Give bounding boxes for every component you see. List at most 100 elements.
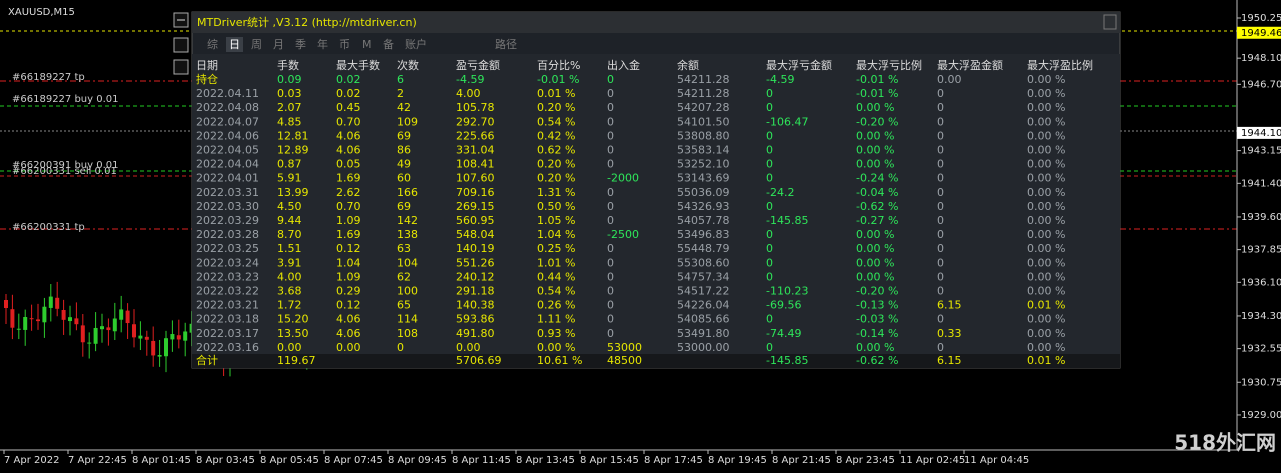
tab[interactable]: 月 [273, 38, 284, 51]
table-cell: 0 [937, 115, 944, 128]
total-cell: -0.62 % [856, 354, 898, 367]
table-cell: 65 [397, 299, 411, 312]
table-cell: 54057.78 [677, 214, 730, 227]
tab[interactable]: 周 [251, 38, 262, 51]
candle-body [176, 335, 181, 340]
table-cell: 13.99 [277, 186, 309, 199]
total-cell: 119.67 [277, 354, 316, 367]
table-cell: 0.00 % [856, 341, 894, 354]
table-cell: 54101.50 [677, 115, 730, 128]
close-button[interactable] [1103, 14, 1117, 30]
total-cell: 10.61 % [537, 354, 582, 367]
table-cell: 42 [397, 101, 411, 114]
table-cell: 54226.04 [677, 299, 730, 312]
candle-body [144, 336, 149, 340]
table-cell: 0 [607, 186, 614, 199]
order-label: #66200391 buy 0.01 [12, 160, 119, 171]
table-cell: 0.05 [336, 158, 361, 171]
table-cell: 0 [937, 341, 944, 354]
price-highlight-label: 1949.46 [1241, 28, 1281, 39]
table-cell: 8.70 [277, 228, 302, 241]
table-cell: 138 [397, 228, 418, 241]
table-cell: 2022.03.29 [196, 214, 259, 227]
table-cell: 0 [607, 129, 614, 142]
table-cell: 54211.28 [677, 87, 730, 100]
price-label: 1936.10 [1241, 277, 1281, 288]
table-cell: 2022.04.08 [196, 101, 259, 114]
candle-body [138, 335, 143, 339]
table-cell: 0.00 % [856, 228, 894, 241]
table-cell: 108 [397, 327, 418, 340]
check-button[interactable] [173, 59, 189, 75]
table-cell: -4.59 [766, 73, 794, 86]
table-cell: 0 [937, 214, 944, 227]
table-cell: 560.95 [456, 214, 495, 227]
table-cell: 0.00 % [856, 270, 894, 283]
table-cell: 53583.14 [677, 144, 730, 157]
tab[interactable]: 账户 [405, 37, 427, 51]
column-header: 盈亏金额 [456, 58, 500, 72]
table-cell: 0 [937, 200, 944, 213]
candle-body [48, 296, 53, 308]
table-cell: 3.91 [277, 256, 302, 269]
tab-button[interactable] [173, 37, 189, 53]
candle-body [125, 310, 130, 324]
table-cell: 548.04 [456, 228, 495, 241]
table-cell: 55448.79 [677, 242, 730, 255]
price-label: 1937.85 [1241, 245, 1281, 256]
tab[interactable]: 日 [229, 38, 240, 51]
table-cell: 1.51 [277, 242, 302, 255]
time-label: 8 Apr 19:45 [708, 455, 767, 466]
candle-body [74, 318, 79, 325]
candle-body [55, 297, 60, 309]
table-cell: 0.20 % [537, 172, 575, 185]
tab[interactable]: 综 [207, 37, 218, 51]
table-cell: 0 [937, 186, 944, 199]
table-body [192, 54, 1120, 354]
candle-body [87, 342, 92, 344]
time-label: 8 Apr 03:45 [196, 455, 255, 466]
table-cell: -0.13 % [856, 299, 898, 312]
price-label: 1929.00 [1241, 410, 1281, 421]
table-cell: 2022.04.05 [196, 144, 259, 157]
tab[interactable]: 路径 [495, 38, 517, 51]
time-label: 8 Apr 05:45 [260, 455, 319, 466]
candle-body [61, 309, 66, 320]
table-cell: 0 [766, 313, 773, 326]
column-header: 最大浮盈金额 [937, 58, 1003, 72]
tab[interactable]: 年 [317, 37, 328, 51]
table-cell: 0 [766, 270, 773, 283]
table-cell: 0 [766, 129, 773, 142]
tab-active [226, 37, 243, 52]
table-cell: 107.60 [456, 172, 495, 185]
table-cell: 0 [937, 87, 944, 100]
table-cell: 1.69 [336, 172, 361, 185]
table-cell: 0 [937, 242, 944, 255]
table-cell: 0 [937, 144, 944, 157]
table-cell: 62 [397, 270, 411, 283]
price-label: 1946.70 [1241, 79, 1281, 90]
price-label: 1943.15 [1241, 146, 1281, 157]
table-cell: 0.00 % [1027, 87, 1065, 100]
table-cell: 2.62 [336, 186, 361, 199]
table-cell: -4.59 [456, 73, 484, 86]
table-cell: 140.19 [456, 242, 495, 255]
table-cell: 1.69 [336, 228, 361, 241]
table-cell: 114 [397, 313, 418, 326]
tab[interactable]: 季 [295, 38, 306, 51]
time-label: 8 Apr 17:45 [644, 455, 703, 466]
table-cell: -74.49 [766, 327, 801, 340]
table-cell: 0.00 % [1027, 270, 1065, 283]
table-cell: 0.02 [336, 87, 361, 100]
candle-body [80, 325, 85, 343]
table-cell: 4.50 [277, 200, 302, 213]
time-label: 8 Apr 09:45 [388, 455, 447, 466]
tab[interactable]: M [362, 38, 372, 51]
table-cell: 0.44 % [537, 270, 575, 283]
table-cell: 240.12 [456, 270, 495, 283]
candle-body [4, 300, 8, 308]
tab[interactable]: 币 [339, 38, 350, 51]
table-cell: 12.89 [277, 144, 309, 157]
tab[interactable]: 备 [383, 37, 394, 51]
table-cell: 0.26 % [537, 299, 575, 312]
